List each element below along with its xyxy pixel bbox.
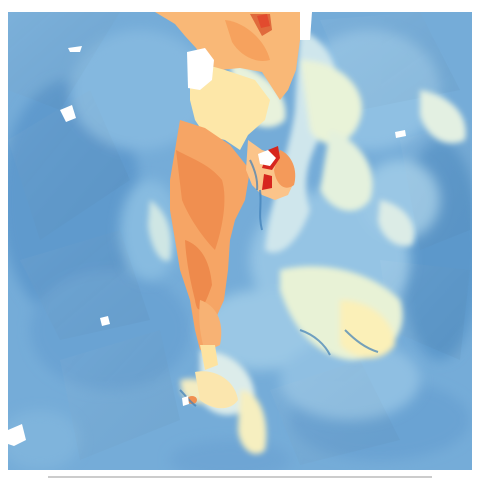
high-values <box>155 12 300 409</box>
channel-features <box>179 159 379 407</box>
nodata-holes <box>8 46 406 446</box>
